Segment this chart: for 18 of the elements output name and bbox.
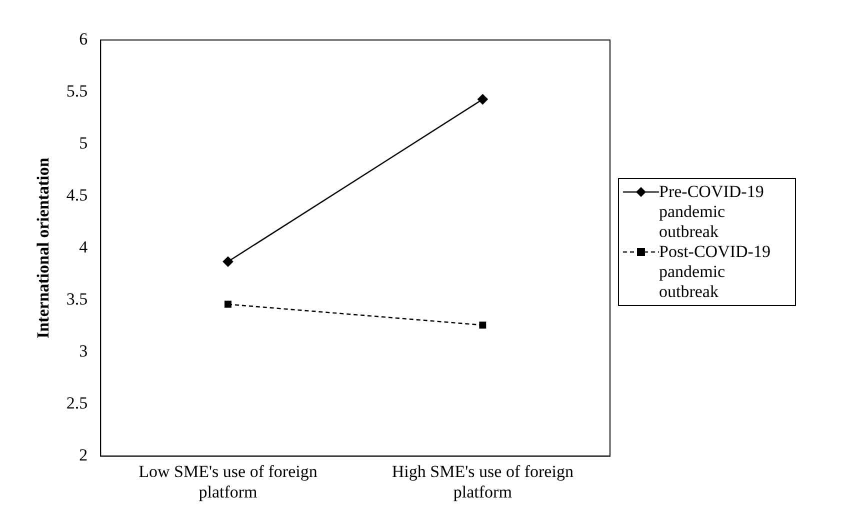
y-tick-label: 2.5: [66, 394, 88, 413]
legend-label: Post-COVID-19 pandemic outbreak: [659, 242, 772, 302]
point: [479, 322, 486, 329]
x-tick-label: High SME's use of foreign platform: [392, 462, 574, 502]
y-tick-label: 3: [79, 342, 88, 361]
y-tick-label: 4: [79, 238, 88, 257]
y-tick-label: 5: [79, 134, 88, 153]
y-tick-label: 4.5: [66, 186, 88, 205]
x-tick-label: Low SME's use of foreign platform: [138, 462, 318, 502]
point: [224, 300, 232, 308]
y-tick-label: 5.5: [66, 81, 88, 100]
y-axis-title: International orientation: [34, 157, 53, 339]
point: [478, 94, 488, 104]
legend-label: Pre-COVID-19 pandemic outbreak: [659, 182, 765, 242]
point: [222, 256, 234, 267]
y-tick-label: 2: [79, 446, 88, 465]
y-tick-label: 3.5: [66, 290, 88, 309]
y-tick-label: 6: [79, 29, 88, 48]
